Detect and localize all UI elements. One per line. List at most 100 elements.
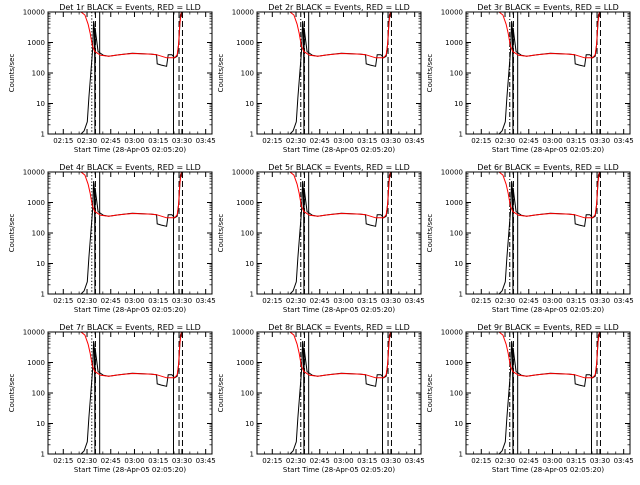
plot-frame	[256, 331, 422, 455]
x-axis-label: Start Time (28-Apr-05 02:05:20)	[74, 146, 186, 154]
x-tick-label: 03:00	[542, 457, 562, 465]
x-tick-label: 02:45	[101, 457, 121, 465]
events-series-line	[289, 12, 392, 134]
x-tick-label: 03:00	[333, 457, 353, 465]
chart-title: Det 4r BLACK = Events, RED = LLD	[59, 163, 201, 172]
x-tick-label: 02:15	[53, 297, 73, 305]
x-tick-label: 03:30	[590, 137, 610, 145]
y-tick-label: 10	[36, 420, 45, 428]
y-tick-label: 1	[41, 131, 45, 139]
y-axis-label: Counts/sec	[426, 54, 434, 93]
y-tick-label: 1000	[445, 359, 463, 367]
x-tick-label: 03:45	[196, 137, 216, 145]
y-tick-label: 10	[245, 100, 254, 108]
lld-series-line	[289, 332, 391, 379]
y-tick-label: 10	[454, 420, 463, 428]
y-tick-label: 100	[241, 70, 254, 78]
plot-frame	[256, 171, 422, 295]
x-tick-label: 03:45	[614, 137, 634, 145]
events-series-line	[498, 332, 601, 454]
lld-series-line	[80, 172, 182, 219]
x-tick-label: 03:15	[566, 297, 586, 305]
x-tick-label: 03:15	[357, 457, 377, 465]
chart-panel-3: 1 10 100 1000 10000 02:15 02:30 02:45 03:00 03:15…	[426, 3, 634, 154]
plot-frame	[465, 11, 631, 135]
x-tick-label: 03:30	[381, 297, 401, 305]
x-tick-label: 03:45	[405, 457, 425, 465]
lld-series-line	[289, 12, 391, 59]
chart-panel-9: 1 10 100 1000 10000 02:15 02:30 02:45 03:00 03:15…	[426, 323, 634, 474]
x-tick-label: 03:15	[357, 297, 377, 305]
y-tick-label: 1	[459, 451, 463, 459]
events-series-line	[80, 12, 183, 134]
y-tick-label: 1000	[236, 359, 254, 367]
x-tick-label: 02:15	[471, 297, 491, 305]
x-tick-label: 02:30	[286, 137, 306, 145]
y-tick-label: 1	[41, 291, 45, 299]
x-tick-label: 03:30	[172, 457, 192, 465]
y-tick-label: 10000	[23, 329, 45, 337]
x-tick-label: 02:45	[519, 297, 539, 305]
x-tick-label: 03:30	[172, 297, 192, 305]
y-axis-label: Counts/sec	[426, 374, 434, 413]
plot-frame	[465, 331, 631, 455]
x-tick-label: 03:00	[542, 137, 562, 145]
y-tick-label: 10000	[441, 329, 463, 337]
x-tick-label: 02:15	[53, 137, 73, 145]
y-tick-label: 10	[245, 420, 254, 428]
x-tick-label: 02:15	[471, 457, 491, 465]
chart-title: Det 1r BLACK = Events, RED = LLD	[59, 3, 201, 12]
lld-series-line	[498, 172, 600, 219]
x-tick-label: 03:30	[381, 457, 401, 465]
y-tick-label: 1	[459, 291, 463, 299]
events-series-line	[80, 332, 183, 454]
chart-panel-2: 1 10 100 1000 10000 02:15 02:30 02:45 03:00 03:15…	[217, 3, 425, 154]
events-series-line	[498, 172, 601, 294]
lld-series-line	[498, 12, 600, 59]
y-axis-label: Counts/sec	[217, 374, 225, 413]
x-tick-label: 02:15	[262, 137, 282, 145]
x-tick-label: 02:15	[471, 137, 491, 145]
events-series-line	[80, 172, 183, 294]
lld-series-line	[498, 332, 600, 379]
y-tick-label: 1	[250, 131, 254, 139]
x-axis-label: Start Time (28-Apr-05 02:05:20)	[283, 466, 395, 474]
x-axis-label: Start Time (28-Apr-05 02:05:20)	[283, 146, 395, 154]
x-axis-label: Start Time (28-Apr-05 02:05:20)	[492, 306, 604, 314]
x-tick-label: 03:00	[542, 297, 562, 305]
x-tick-label: 02:30	[495, 137, 515, 145]
y-tick-label: 10000	[23, 9, 45, 17]
y-tick-label: 10000	[441, 169, 463, 177]
x-axis-label: Start Time (28-Apr-05 02:05:20)	[492, 146, 604, 154]
chart-panel-1: 1 10 100 1000 10000 02:15 02:30 02:45 03:00 03:15…	[8, 3, 216, 154]
x-tick-label: 02:45	[310, 137, 330, 145]
x-tick-label: 02:45	[310, 457, 330, 465]
y-tick-label: 100	[241, 390, 254, 398]
chart-panel-4: 1 10 100 1000 10000 02:15 02:30 02:45 03:00 03:15…	[8, 163, 216, 314]
y-tick-label: 100	[450, 230, 463, 238]
y-axis-label: Counts/sec	[217, 54, 225, 93]
y-tick-label: 100	[32, 70, 45, 78]
x-tick-label: 03:00	[333, 137, 353, 145]
x-tick-label: 03:45	[196, 457, 216, 465]
x-tick-label: 03:00	[124, 457, 144, 465]
y-tick-label: 10000	[232, 169, 254, 177]
y-tick-label: 10000	[23, 169, 45, 177]
x-tick-label: 02:30	[77, 457, 97, 465]
x-tick-label: 02:45	[101, 297, 121, 305]
y-axis-label: Counts/sec	[426, 214, 434, 253]
chart-title: Det 3r BLACK = Events, RED = LLD	[477, 3, 619, 12]
y-axis-label: Counts/sec	[8, 214, 16, 253]
y-axis-label: Counts/sec	[8, 54, 16, 93]
x-axis-label: Start Time (28-Apr-05 02:05:20)	[283, 306, 395, 314]
y-tick-label: 1000	[27, 359, 45, 367]
y-tick-label: 1	[250, 451, 254, 459]
x-tick-label: 03:30	[590, 297, 610, 305]
y-tick-label: 1000	[27, 199, 45, 207]
x-tick-label: 02:30	[495, 457, 515, 465]
chart-panel-8: 1 10 100 1000 10000 02:15 02:30 02:45 03:00 03:15…	[217, 323, 425, 474]
y-tick-label: 100	[450, 390, 463, 398]
x-tick-label: 03:15	[148, 457, 168, 465]
y-tick-label: 1000	[445, 199, 463, 207]
y-tick-label: 10000	[232, 329, 254, 337]
